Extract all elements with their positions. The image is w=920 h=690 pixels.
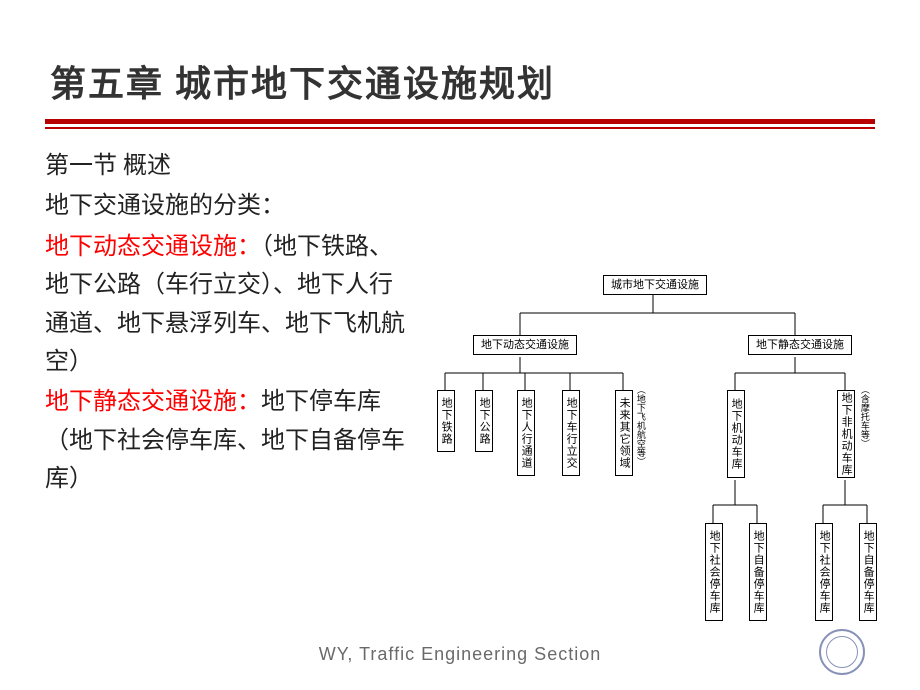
node-left-3: 地下车行立交: [562, 390, 580, 476]
static-label: 地下静态交通设施：: [45, 389, 261, 415]
node-gc-right-1: 地下自备停车库: [859, 523, 877, 621]
footer-text: WY, Traffic Engineering Section: [0, 644, 920, 665]
subheading: 地下交通设施的分类：: [45, 187, 410, 225]
section-heading: 第一节 概述: [45, 147, 410, 185]
node-static: 地下静态交通设施: [748, 335, 852, 355]
node-left-1: 地下公路: [475, 390, 493, 452]
dynamic-paragraph: 地下动态交通设施：（地下铁路、地下公路（车行立交）、地下人行通道、地下悬浮列车、…: [45, 228, 410, 382]
node-left-0: 地下铁路: [437, 390, 455, 452]
text-column: 第一节 概述 地下交通设施的分类： 地下动态交通设施：（地下铁路、地下公路（车行…: [45, 147, 410, 501]
node-root: 城市地下交通设施: [603, 275, 707, 295]
node-left-4: 未来其它领域: [615, 390, 633, 476]
node-left-2: 地下人行通道: [517, 390, 535, 476]
node-gc-left-0: 地下社会停车库: [705, 523, 723, 621]
note-left: （地下飞机航空等）: [635, 385, 645, 466]
seal-icon: [819, 629, 865, 675]
node-right-1: 地下非机动车库: [837, 390, 855, 478]
node-gc-left-1: 地下自备停车库: [749, 523, 767, 621]
seal-inner-icon: [826, 636, 858, 668]
note-right: （含摩托车等）: [859, 385, 869, 448]
static-paragraph: 地下静态交通设施：地下停车库（地下社会停车库、地下自备停车库）: [45, 383, 410, 498]
node-right-0: 地下机动车库: [727, 390, 745, 478]
node-dynamic: 地下动态交通设施: [473, 335, 577, 355]
dynamic-label: 地下动态交通设施：: [45, 234, 261, 260]
node-gc-right-0: 地下社会停车库: [815, 523, 833, 621]
slide-title: 第五章 城市地下交通设施规划: [0, 0, 920, 119]
title-rule: [45, 119, 875, 129]
tree-diagram: 城市地下交通设施 地下动态交通设施 地下静态交通设施 地下铁路 地下公路 地下人…: [425, 265, 900, 645]
